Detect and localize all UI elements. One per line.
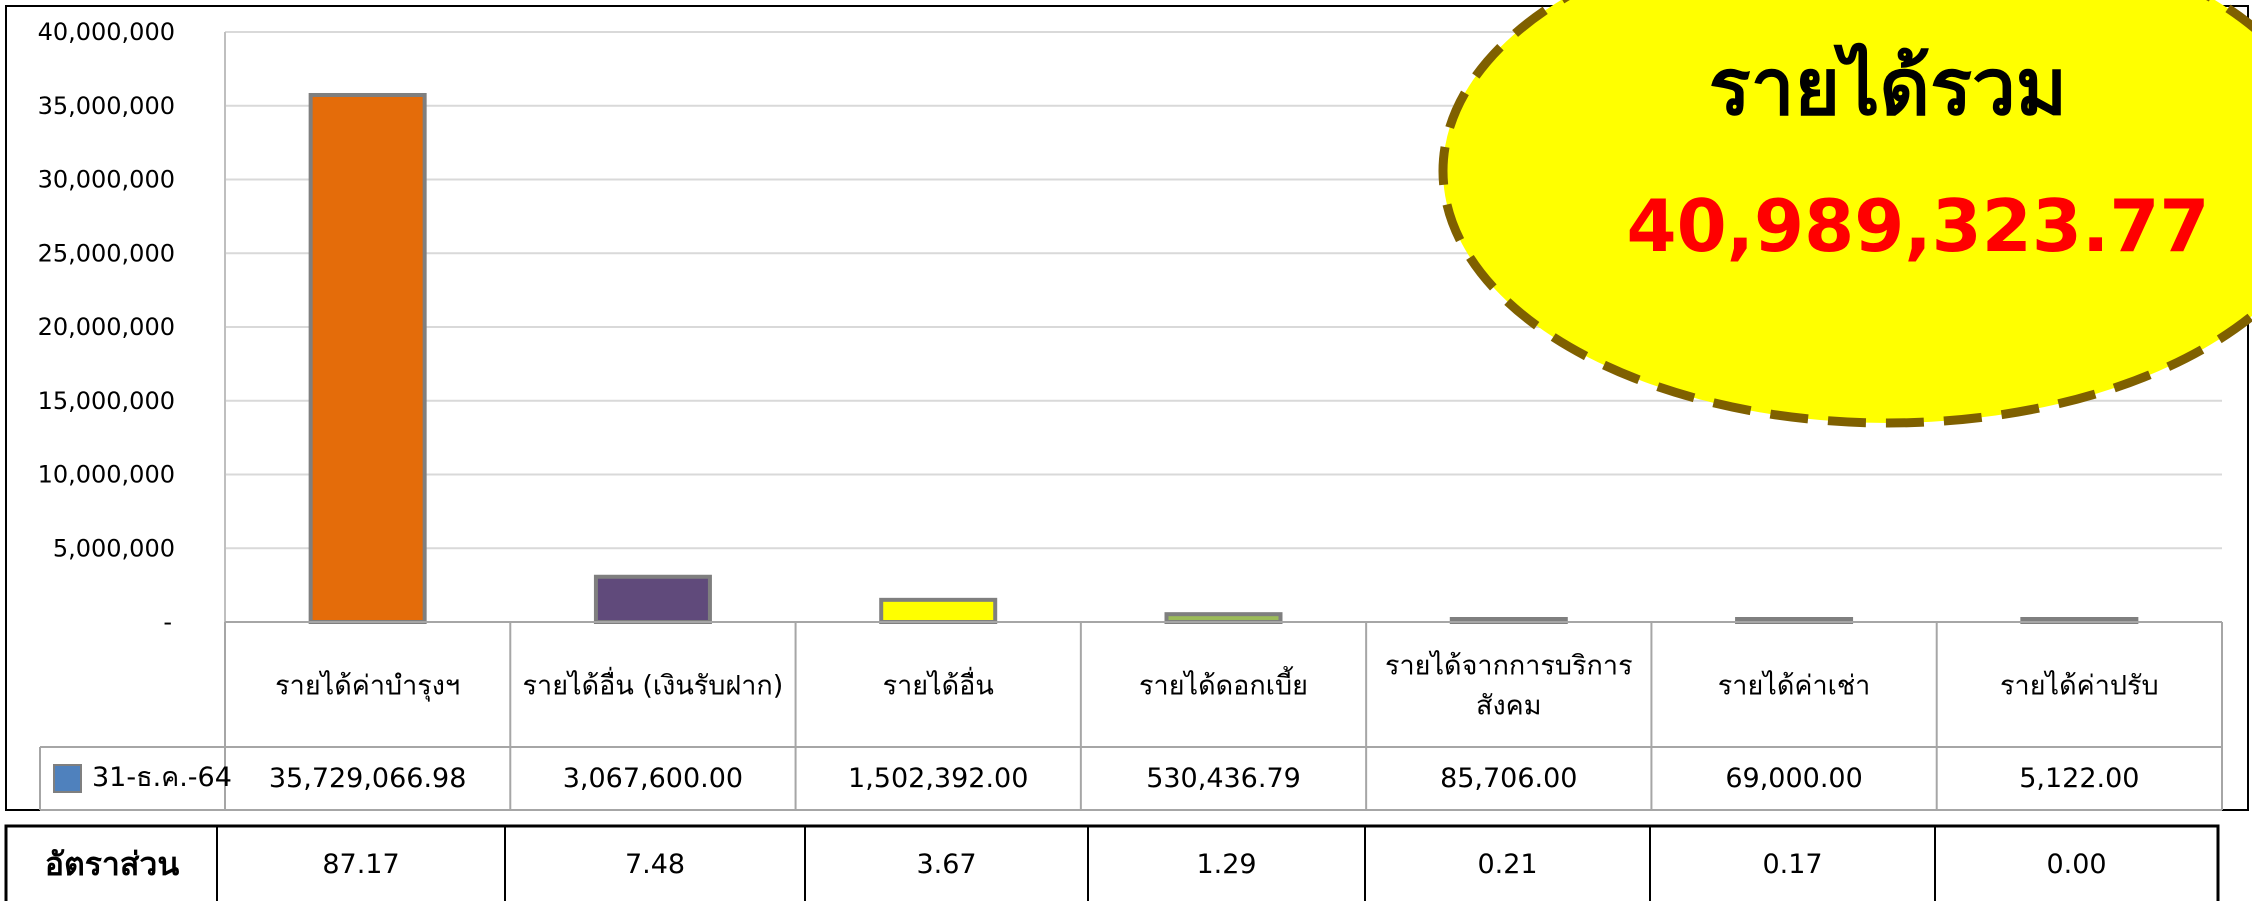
category-label: รายได้ดอกเบี้ย: [1139, 666, 1308, 702]
bar: [308, 92, 427, 624]
y-tick-label: -: [163, 608, 172, 636]
category-label: รายได้จากการบริการ: [1385, 651, 1633, 682]
badge-title: รายได้รวม: [1709, 42, 2067, 133]
bar: [1164, 612, 1283, 625]
y-tick-label: 25,000,000: [38, 239, 175, 267]
ratio-value: 0.17: [1762, 849, 1822, 880]
ratio-header: อัตราส่วน: [45, 845, 180, 883]
ratio-value: 0.00: [2046, 849, 2106, 880]
legend-series-name: 31-ธ.ค.-64: [92, 762, 232, 793]
category-label: รายได้ค่าปรับ: [2000, 671, 2159, 702]
data-value-label: 35,729,066.98: [269, 763, 467, 794]
total-revenue-badge: รายได้รวม 40,989,323.77: [1438, 0, 2252, 428]
bars: [308, 92, 2139, 625]
y-axis: - 5,000,000 10,000,000 15,000,000 20,000,000…: [38, 18, 226, 636]
y-tick-label: 20,000,000: [38, 313, 175, 341]
ratio-value: 7.48: [625, 849, 685, 880]
data-value-label: 530,436.79: [1146, 763, 1301, 794]
y-tick-label: 15,000,000: [38, 387, 175, 415]
y-tick-label: 5,000,000: [53, 534, 175, 562]
category-label: รายได้อื่น: [883, 667, 994, 702]
legend-marker: [53, 764, 82, 793]
y-tick-label: 10,000,000: [38, 461, 175, 489]
category-label: รายได้อื่น (เงินรับฝาก): [523, 667, 784, 702]
data-value-label: 1,502,392.00: [848, 763, 1028, 794]
ratio-table: อัตราส่วน 87.17 7.48 3.67 1.29 0.21 0.17 0.00: [4, 824, 2220, 901]
category-label: สังคม: [1476, 691, 1542, 722]
y-tick-label: 35,000,000: [38, 92, 175, 120]
y-tick-label: 30,000,000: [38, 166, 175, 194]
badge-value: 40,989,323.77: [1626, 184, 2209, 268]
data-table: รายได้ค่าบำรุงฯ รายได้อื่น (เงินรับฝาก) รา…: [39, 621, 2223, 811]
ratio-value: 87.17: [322, 849, 399, 880]
bar: [593, 574, 712, 625]
data-value-label: 3,067,600.00: [563, 763, 743, 794]
bar: [879, 597, 998, 625]
data-value-label: 85,706.00: [1440, 763, 1577, 794]
ratio-table-frame: [4, 824, 2220, 901]
ratio-value: 3.67: [916, 849, 976, 880]
ratio-value: 0.21: [1477, 849, 1537, 880]
badge-ellipse: [1438, 0, 2252, 428]
category-label: รายได้ค่าเช่า: [1718, 671, 1871, 702]
y-tick-label: 40,000,000: [38, 18, 175, 46]
data-value-label: 69,000.00: [1725, 763, 1862, 794]
category-label: รายได้ค่าบำรุงฯ: [275, 671, 460, 703]
data-value-label: 5,122.00: [2019, 763, 2139, 794]
ratio-value: 1.29: [1196, 849, 1256, 880]
